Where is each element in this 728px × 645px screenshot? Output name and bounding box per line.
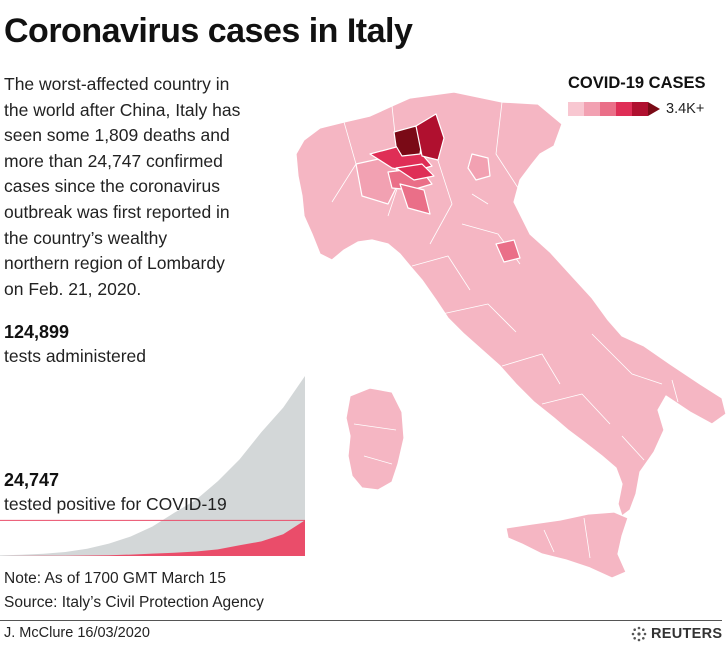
legend-title: COVID-19 CASES [568, 74, 706, 92]
positive-total-value: 24,747 [4, 470, 60, 490]
tests-area [0, 376, 305, 556]
reuters-logo: REUTERS [631, 625, 725, 643]
legend-swatch [568, 102, 584, 116]
region-marche [495, 239, 521, 263]
footer-divider [0, 620, 722, 621]
sicily-island [505, 511, 629, 579]
tests-total-value: 124,899 [4, 322, 70, 342]
italy-province-map [295, 91, 727, 579]
page-title: Coronavirus cases in Italy [4, 12, 413, 50]
legend-scale: 3.4K+ [568, 101, 704, 117]
legend-arrow-icon [648, 102, 660, 116]
note-text: Note: As of 1700 GMT March 15 [4, 570, 226, 587]
legend-max-label: 3.4K+ [666, 101, 705, 117]
region-brescia [415, 113, 445, 161]
source-text: Source: Italy’s Civil Protection Agency [4, 594, 264, 611]
positive-total-label: tested positive for COVID-19 [4, 494, 227, 514]
tests-area-chart [0, 376, 305, 556]
credit-text: J. McClure 16/03/2020 [4, 625, 150, 641]
legend-swatch [600, 102, 616, 116]
reuters-dots-icon [631, 626, 647, 642]
legend-swatch [584, 102, 600, 116]
legend-swatch [632, 102, 648, 116]
tests-total-label: tests administered [4, 346, 147, 366]
region-veneto-east [467, 153, 491, 181]
positive-area [0, 520, 305, 556]
brand-name: REUTERS [651, 626, 723, 642]
italy-mainland [295, 91, 727, 517]
region-piacenza [395, 163, 435, 181]
legend-swatch [616, 102, 632, 116]
region-emilia [399, 183, 431, 215]
sardinia-island [345, 387, 405, 491]
summary-text: The worst-affected country in the world … [4, 74, 241, 299]
